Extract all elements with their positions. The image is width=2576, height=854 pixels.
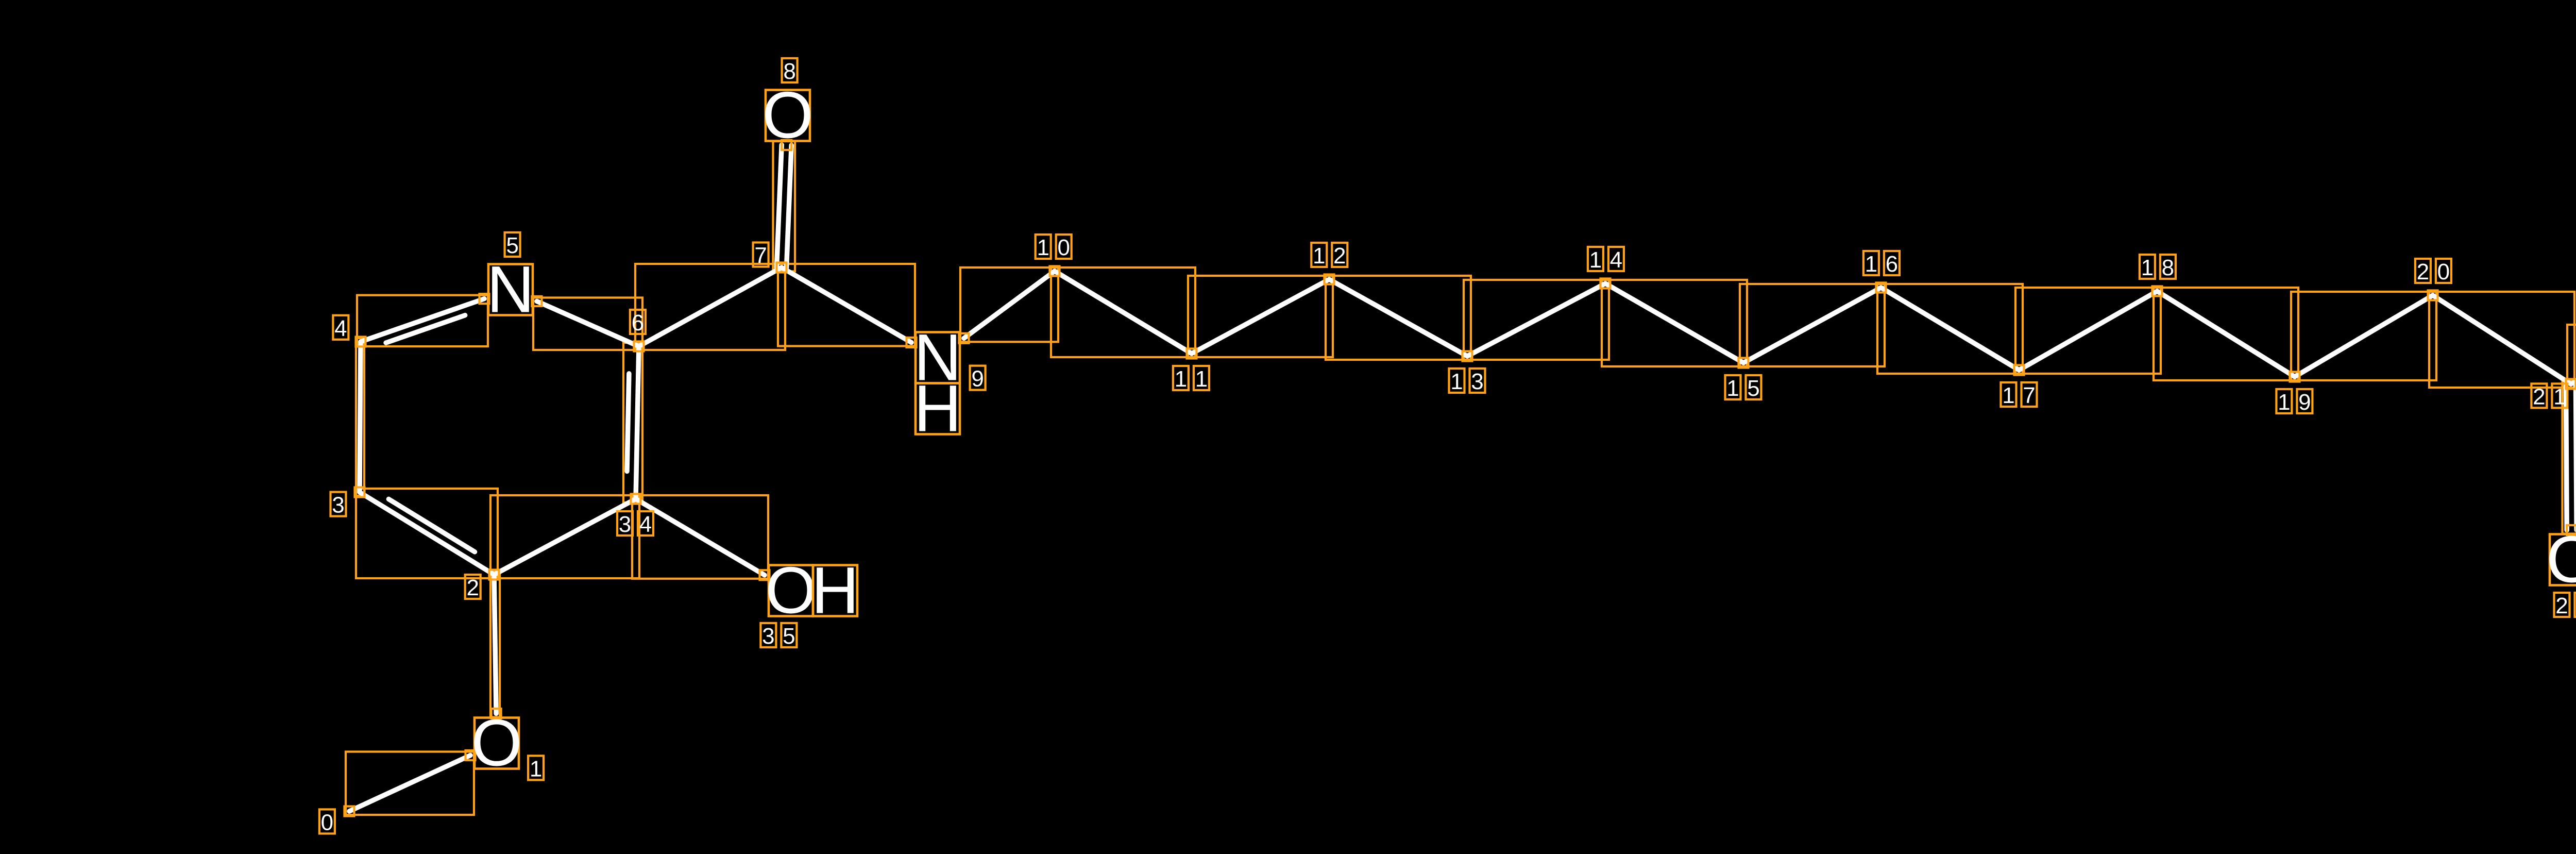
svg-text:O: O xyxy=(471,707,522,780)
svg-text:2: 2 xyxy=(1333,243,1346,269)
svg-text:6: 6 xyxy=(632,310,644,336)
svg-text:5: 5 xyxy=(1747,376,1759,401)
svg-text:3: 3 xyxy=(1471,369,1483,394)
svg-text:1: 1 xyxy=(2278,390,2290,415)
svg-text:7: 7 xyxy=(754,243,767,269)
svg-text:7: 7 xyxy=(2023,383,2035,408)
svg-text:2: 2 xyxy=(2417,259,2429,284)
svg-text:3: 3 xyxy=(762,624,774,649)
svg-text:8: 8 xyxy=(783,59,795,84)
svg-text:1: 1 xyxy=(1726,376,1739,401)
svg-text:0: 0 xyxy=(2437,259,2450,284)
svg-text:2: 2 xyxy=(2533,384,2545,409)
svg-text:N: N xyxy=(487,253,534,327)
svg-text:1: 1 xyxy=(1450,369,1463,394)
svg-text:O: O xyxy=(2546,523,2576,597)
svg-text:5: 5 xyxy=(506,233,518,258)
svg-text:3: 3 xyxy=(619,512,631,537)
svg-text:1: 1 xyxy=(2002,383,2014,408)
svg-text:9: 9 xyxy=(2298,390,2311,415)
svg-text:H: H xyxy=(914,372,961,446)
svg-text:1: 1 xyxy=(530,756,542,781)
svg-text:6: 6 xyxy=(1886,252,1898,277)
svg-text:0: 0 xyxy=(321,810,333,835)
svg-text:8: 8 xyxy=(2162,255,2174,280)
svg-text:2: 2 xyxy=(2555,593,2568,618)
svg-text:2: 2 xyxy=(466,575,479,600)
svg-text:1: 1 xyxy=(1175,366,1187,392)
svg-text:4: 4 xyxy=(639,512,652,537)
svg-text:1: 1 xyxy=(1865,252,1877,277)
svg-text:1: 1 xyxy=(2141,255,2154,280)
svg-text:5: 5 xyxy=(783,624,795,649)
svg-text:1: 1 xyxy=(1037,235,1049,260)
svg-text:1: 1 xyxy=(1195,366,1208,392)
svg-text:4: 4 xyxy=(1610,247,1622,273)
svg-text:O: O xyxy=(762,79,814,153)
svg-text:H: H xyxy=(811,554,859,628)
svg-text:O: O xyxy=(765,554,817,628)
svg-text:9: 9 xyxy=(971,366,984,392)
svg-text:3: 3 xyxy=(332,493,344,518)
svg-text:1: 1 xyxy=(1313,243,1325,269)
svg-text:4: 4 xyxy=(334,316,347,341)
svg-text:1: 1 xyxy=(2553,384,2566,409)
svg-text:1: 1 xyxy=(1589,247,1602,273)
svg-text:0: 0 xyxy=(1057,235,1070,260)
